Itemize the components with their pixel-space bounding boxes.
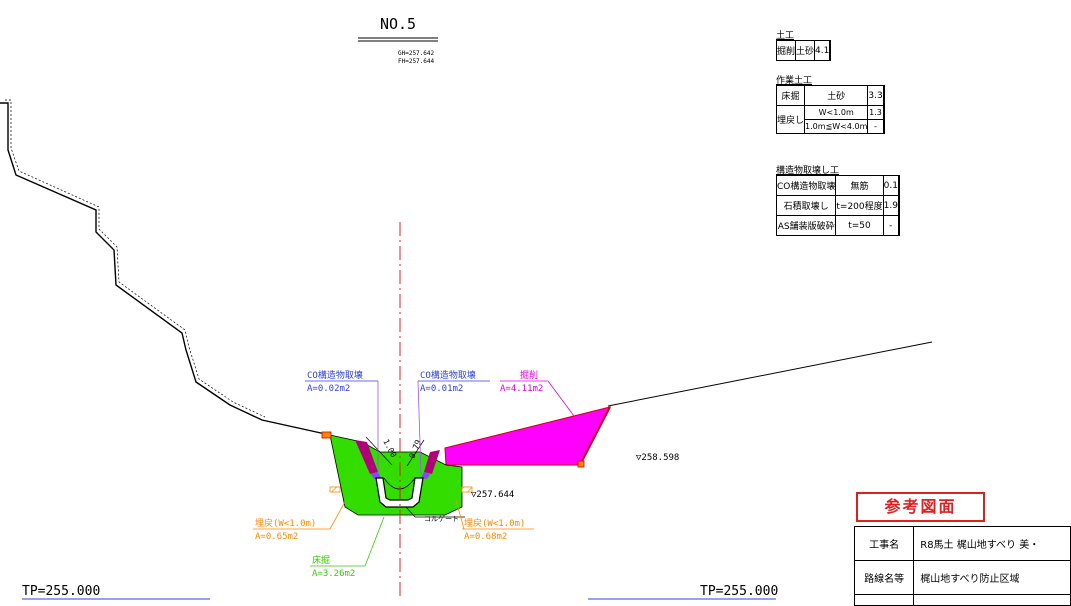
reference-title: 参考図面 [856, 492, 985, 522]
legend-cell: 1.3 [867, 105, 884, 120]
legend-cell: W<1.0m [804, 105, 869, 120]
elevation-upper: ▽258.598 [636, 453, 679, 463]
legend-cell: 3.3 [867, 85, 884, 106]
legend-cell: 1.9 [882, 195, 899, 216]
info-key: 路線名等 [853, 560, 915, 595]
info-value: 梶山地すべり防止区域 [913, 560, 1071, 595]
legend-cell: AS舗装版破砕 [775, 215, 837, 236]
excavation-label: 掘削 [520, 369, 538, 381]
legend-swatch-backfill-hatch [882, 105, 885, 120]
legend-cell: 無筋 [835, 175, 884, 196]
stone-removal-right [424, 450, 440, 474]
co-right-area: A=0.01m2 [420, 384, 463, 394]
legend-cell: 床掘 [775, 85, 806, 106]
legend-cell: 埋戻し [775, 105, 806, 134]
legend-cell: t=200程度 [835, 195, 884, 216]
legend-swatch-floor-dig [882, 85, 885, 106]
co-removal-left [371, 472, 381, 479]
legend-cell: 1.0m≦W<4.0m [804, 119, 869, 134]
floor-dig-label: 床掘 [312, 554, 330, 566]
legend-cell: 土砂 [795, 40, 816, 61]
datum-left: TP=255.000 [22, 584, 100, 599]
legend-cell: - [867, 119, 884, 134]
ground-line-right [607, 341, 933, 407]
legend-earthwork-title: 土工 [776, 31, 795, 41]
excavation-area-label: A=4.11m2 [500, 384, 543, 394]
legend-swatch-asphalt-break [897, 215, 900, 236]
co-left-label: CO構造物取壊 [307, 369, 363, 381]
stone-removal-left [355, 440, 378, 474]
legend-cell: 0.1 [882, 175, 899, 196]
legend-swatch-stone-removal [897, 195, 900, 216]
legend-cell: t=50 [835, 215, 884, 236]
legend-cell: 4.1 [814, 40, 831, 61]
corrugate-label: コルゲート [424, 514, 459, 523]
legend-structure-removal-title: 構造物取壊し工 [776, 166, 840, 176]
section-number: NO.5 [380, 15, 416, 33]
legend-swatch-co-removal [897, 175, 900, 196]
legend-cell: 土砂 [804, 85, 869, 106]
formation-height-label: FH=257.644 [398, 58, 435, 65]
legend-cell: 掘削 [775, 40, 797, 61]
datum-right: TP=255.000 [700, 584, 778, 599]
backfill-right-area: A=0.68m2 [464, 532, 507, 542]
backfill-right-label: 埋戻(W<1.0m) [464, 517, 525, 529]
co-removal-right [421, 472, 430, 479]
elevation-lower: ▽257.644 [471, 490, 514, 500]
floor-dig-area-label: A=3.26m2 [312, 569, 355, 579]
backfill-left-area: A=0.65m2 [255, 532, 298, 542]
legend-work-earthwork-title: 作業土工 [776, 76, 813, 86]
reference-info-table: 工事名 R8馬土 梶山地すべり 美・ 路線名等 梶山地すべり防止区域 [853, 526, 1071, 606]
legend-cell: CO構造物取壊 [775, 175, 837, 196]
co-right-label: CO構造物取壊 [420, 369, 476, 381]
ground-height-label: GH=257.642 [398, 50, 435, 57]
stone-wall-slope [0, 102, 331, 436]
info-value: R8馬土 梶山地すべり 美・ [913, 526, 1071, 561]
backfill-left-label: 埋戻(W<1.0m) [255, 517, 316, 529]
legend-cell: - [882, 215, 899, 236]
legend-swatch-backfill-grid [882, 119, 885, 134]
info-key: 工事名 [853, 526, 915, 561]
co-left-area: A=0.02m2 [307, 384, 350, 394]
legend-swatch-excavation [829, 40, 832, 61]
legend-cell: 石積取壊し [775, 195, 837, 216]
